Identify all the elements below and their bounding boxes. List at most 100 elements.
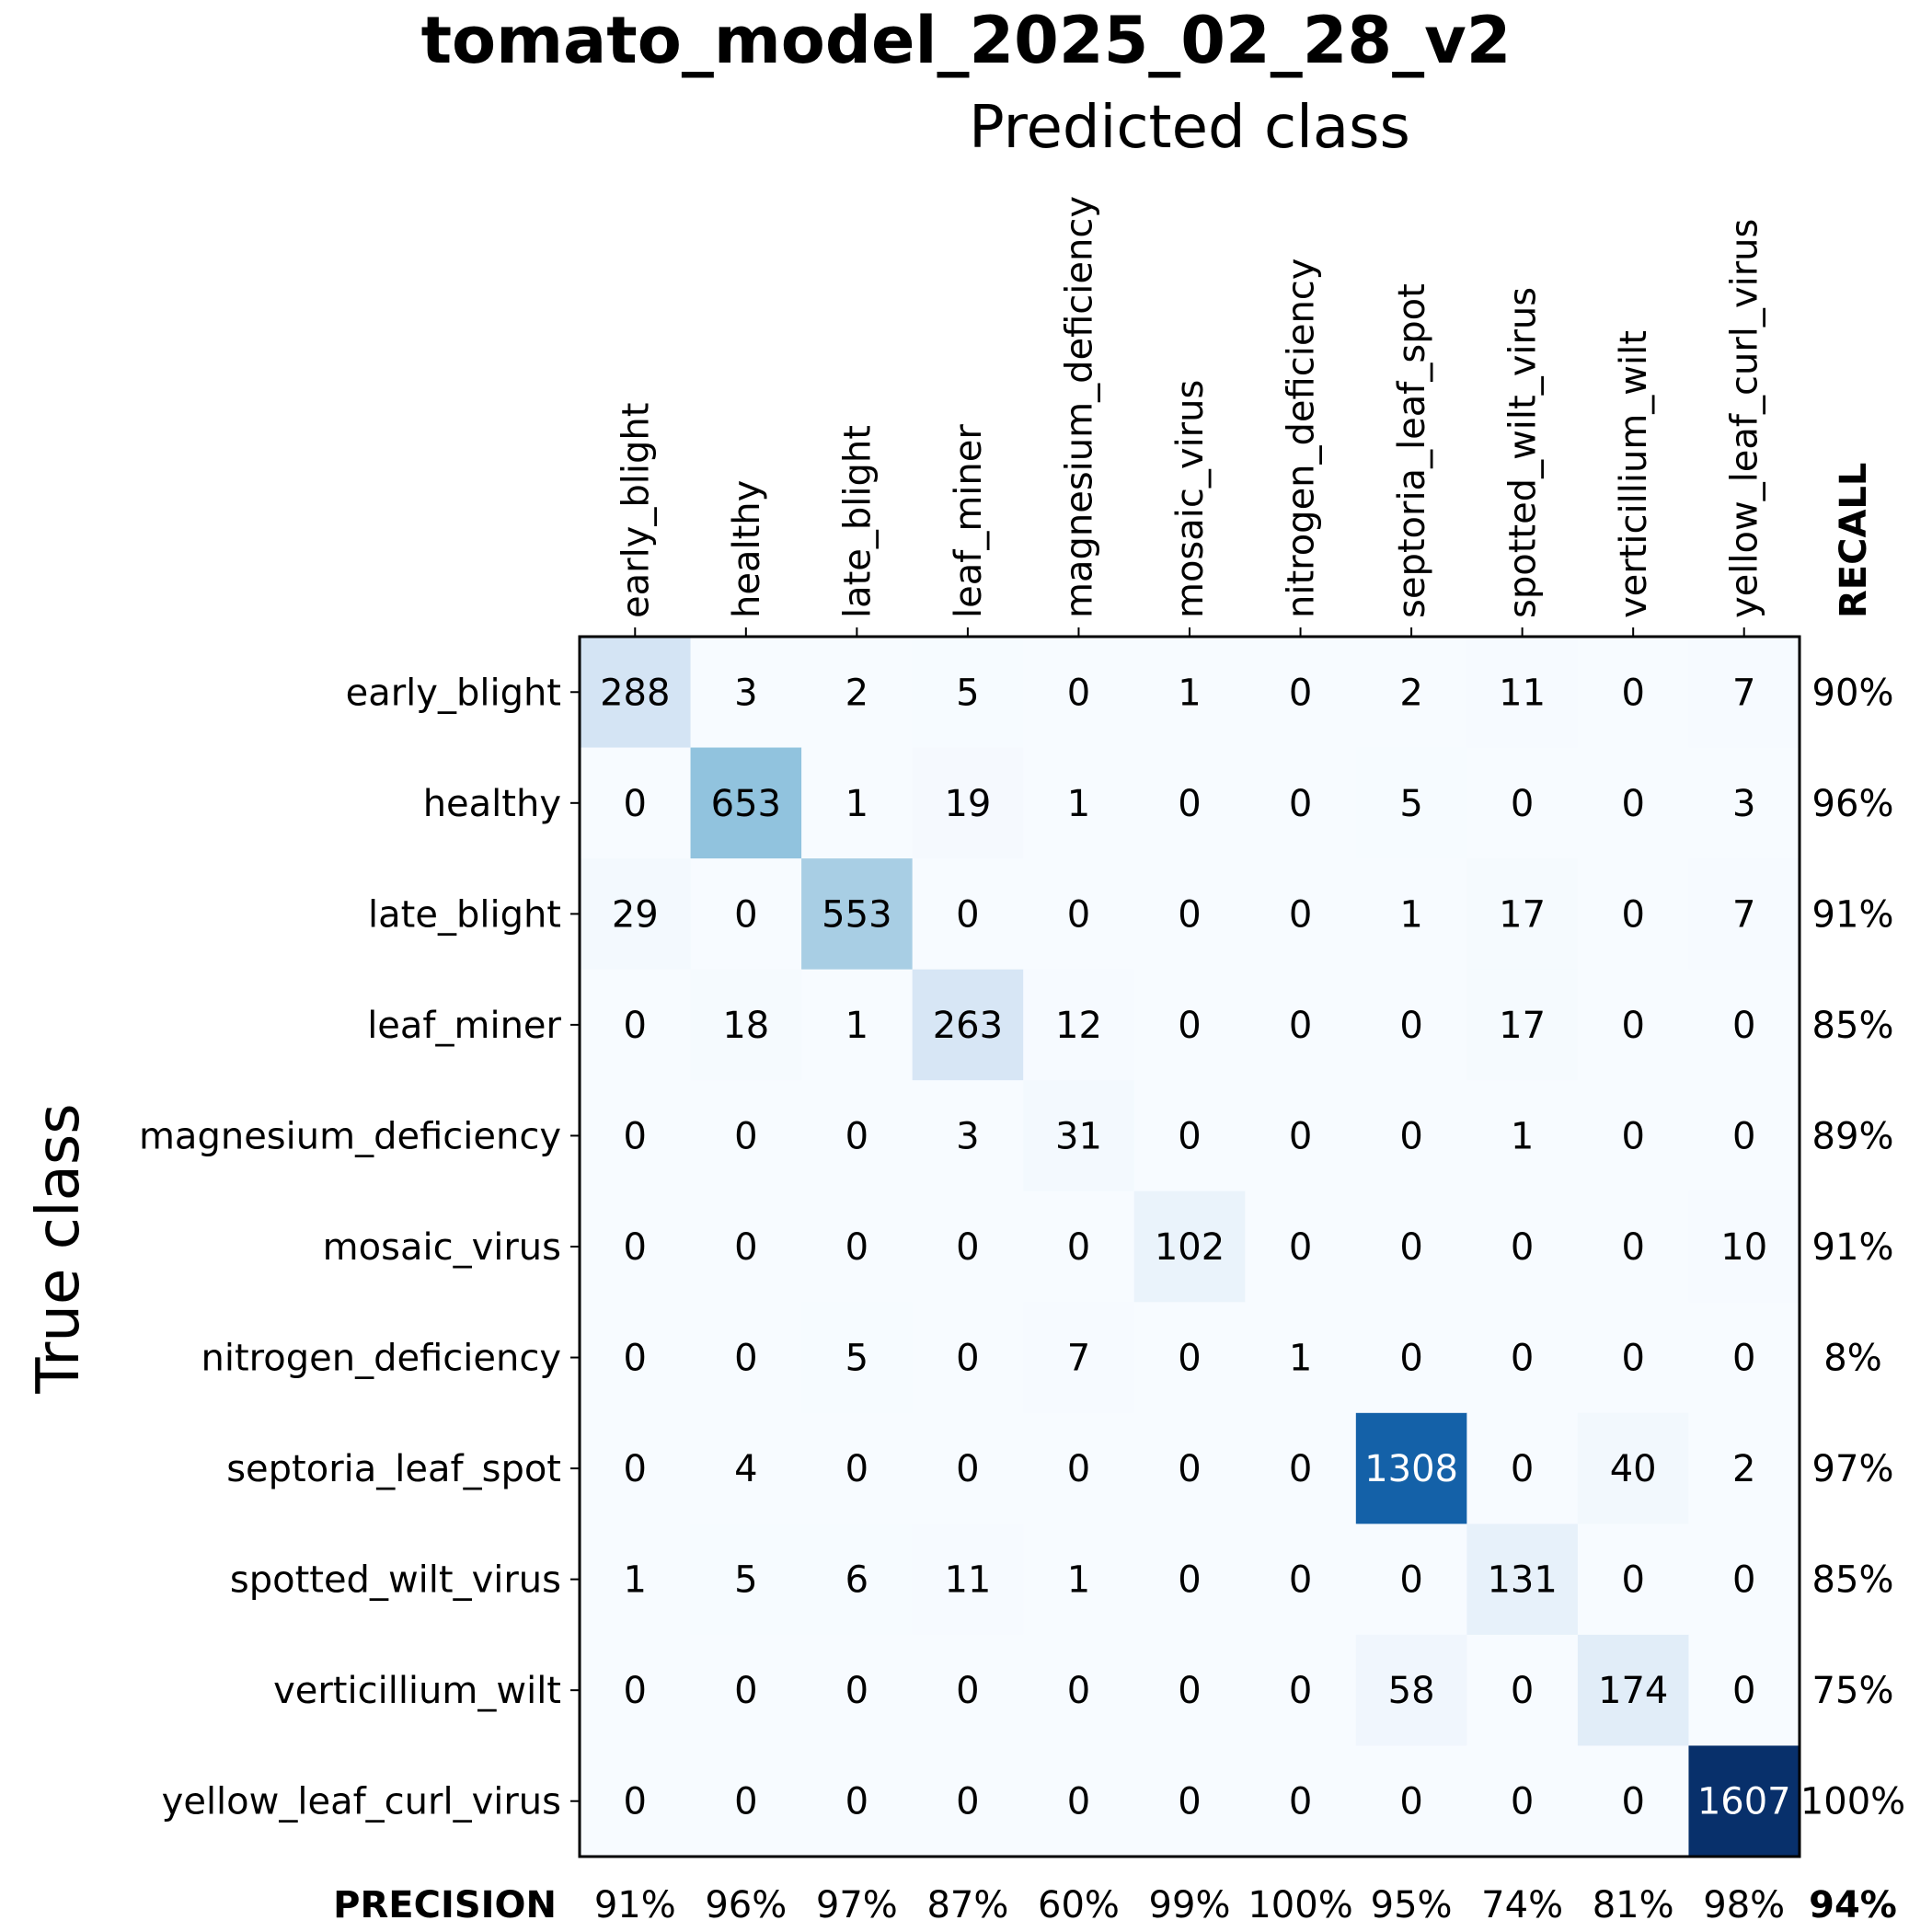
y-tick-label: septoria_leaf_spot bbox=[226, 1448, 561, 1490]
cell-value-label: 0 bbox=[1178, 1448, 1201, 1490]
heatmap-cell bbox=[801, 1634, 914, 1746]
heatmap-cell bbox=[1245, 1524, 1357, 1636]
heatmap-cell bbox=[580, 1080, 692, 1192]
heatmap-cell bbox=[1355, 747, 1467, 859]
cell-value-label: 0 bbox=[1732, 1005, 1755, 1047]
cell-value-label: 0 bbox=[1621, 672, 1644, 714]
cell-value-label: 0 bbox=[1621, 1559, 1644, 1602]
heatmap-cell bbox=[1023, 1524, 1135, 1636]
cell-value-label: 3 bbox=[734, 672, 757, 714]
cell-value-label: 40 bbox=[1610, 1448, 1657, 1490]
heatmap-cell bbox=[1688, 1745, 1800, 1857]
precision-row: 91% 96% 97% 87% 60% 99% 100% 95% 74% 81% 98% PRECIS… bbox=[333, 1884, 1897, 1926]
heatmap-cell bbox=[801, 1302, 914, 1414]
cell-value-label: 0 bbox=[1621, 1338, 1644, 1380]
cell-value-label: 0 bbox=[845, 1115, 868, 1157]
x-tick-label: mosaic_virus bbox=[1169, 380, 1212, 618]
heatmap-cell bbox=[690, 637, 802, 749]
heatmap-cell bbox=[1245, 1302, 1357, 1414]
cell-value-label: 0 bbox=[1178, 783, 1201, 825]
heatmap-cell bbox=[912, 1745, 1024, 1857]
cell-value-label: 0 bbox=[1621, 1115, 1644, 1157]
cell-value-label: 0 bbox=[1067, 1448, 1090, 1490]
cell-value-label: 2 bbox=[845, 672, 868, 714]
heatmap-cell bbox=[1355, 1634, 1467, 1746]
x-tick-label: yellow_leaf_curl_virus bbox=[1724, 219, 1766, 618]
x-tick-label: early_blight bbox=[615, 403, 657, 618]
cell-value-label: 0 bbox=[845, 1781, 868, 1823]
cell-value-label: 0 bbox=[1732, 1670, 1755, 1712]
cell-value-label: 288 bbox=[600, 672, 670, 714]
heatmap-cell bbox=[690, 1412, 802, 1524]
heatmap-cell bbox=[580, 637, 692, 749]
cell-value-label: 19 bbox=[944, 783, 991, 825]
cell-value-label: 0 bbox=[1621, 1005, 1644, 1047]
heatmap-cell bbox=[1245, 1080, 1357, 1192]
cell-value-label: 1 bbox=[845, 783, 868, 825]
precision-value: 98% bbox=[1703, 1884, 1785, 1926]
y-tick-label: verticillium_wilt bbox=[273, 1670, 561, 1712]
cell-value-label: 0 bbox=[1621, 1226, 1644, 1269]
cell-value-label: 0 bbox=[1621, 893, 1644, 936]
cell-value-label: 0 bbox=[1289, 1226, 1312, 1269]
heatmap-cell-values: 288 3 2 5 0 1 0 2 11 0 70 653 1 19 1 0 0 5 0 0 329 0 553 0 0 0 0 1 1… bbox=[600, 672, 1791, 1823]
y-tick-label: healthy bbox=[423, 783, 561, 825]
heatmap-cell bbox=[912, 858, 1024, 971]
x-tick-label: leaf_miner bbox=[948, 424, 990, 618]
cell-value-label: 0 bbox=[845, 1226, 868, 1269]
heatmap-cell bbox=[1023, 1634, 1135, 1746]
heatmap-cell bbox=[1577, 858, 1689, 971]
cell-value-label: 0 bbox=[1399, 1338, 1422, 1380]
cell-value-label: 1 bbox=[845, 1005, 868, 1047]
precision-value: 87% bbox=[926, 1884, 1008, 1926]
heatmap-cell bbox=[1133, 1190, 1246, 1303]
heatmap-cell bbox=[801, 1524, 914, 1636]
y-tick-label: yellow_leaf_curl_virus bbox=[162, 1781, 561, 1823]
cell-value-label: 0 bbox=[845, 1448, 868, 1490]
heatmap-cell bbox=[801, 969, 914, 1081]
heatmap-cell bbox=[1466, 747, 1579, 859]
y-tick-label: nitrogen_deficiency bbox=[201, 1338, 561, 1380]
cell-value-label: 7 bbox=[1732, 893, 1755, 936]
cell-value-label: 1 bbox=[624, 1559, 647, 1602]
precision-value: 96% bbox=[705, 1884, 787, 1926]
cell-value-label: 0 bbox=[1511, 1448, 1534, 1490]
cell-value-label: 263 bbox=[933, 1005, 1003, 1047]
heatmap-cell bbox=[690, 1634, 802, 1746]
recall-value: 91% bbox=[1812, 893, 1894, 936]
x-tick-label: magnesium_deficiency bbox=[1058, 196, 1100, 618]
heatmap-cell bbox=[690, 858, 802, 971]
chart-title: tomato_model_2025_02_28_v2 bbox=[421, 3, 1512, 78]
heatmap-cell bbox=[1355, 637, 1467, 749]
plot-frame bbox=[578, 635, 1801, 1858]
cell-value-label: 58 bbox=[1388, 1670, 1435, 1712]
cell-value-label: 0 bbox=[1511, 1226, 1534, 1269]
cell-value-label: 0 bbox=[1178, 1115, 1201, 1157]
cell-value-label: 6 bbox=[845, 1559, 868, 1602]
heatmap-cell bbox=[1688, 1080, 1800, 1192]
cell-value-label: 174 bbox=[1598, 1670, 1668, 1712]
cell-value-label: 1 bbox=[1067, 1559, 1090, 1602]
heatmap-cell bbox=[912, 637, 1024, 749]
heatmap-cell bbox=[690, 1524, 802, 1636]
cell-value-label: 0 bbox=[1289, 1005, 1312, 1047]
precision-value: 60% bbox=[1038, 1884, 1120, 1926]
heatmap-cell bbox=[1355, 1302, 1467, 1414]
heatmap-cell bbox=[1133, 1302, 1246, 1414]
cell-value-label: 0 bbox=[1067, 893, 1090, 936]
heatmap-cell bbox=[1466, 1080, 1579, 1192]
heatmap-cell bbox=[1688, 969, 1800, 1081]
heatmap-cell bbox=[801, 1412, 914, 1524]
cell-value-label: 0 bbox=[1289, 1115, 1312, 1157]
heatmap-cell bbox=[1577, 1302, 1689, 1414]
cell-value-label: 0 bbox=[1178, 893, 1201, 936]
cell-value-label: 0 bbox=[1289, 672, 1312, 714]
x-axis-ticks: early_blight healthy late_blight leaf_miner… bbox=[615, 196, 1766, 637]
heatmap-cell bbox=[1688, 1302, 1800, 1414]
cell-value-label: 0 bbox=[624, 1338, 647, 1380]
cell-value-label: 0 bbox=[845, 1670, 868, 1712]
cell-value-label: 0 bbox=[1067, 1670, 1090, 1712]
cell-value-label: 0 bbox=[624, 1781, 647, 1823]
y-axis-title: True class bbox=[25, 1103, 93, 1394]
cell-value-label: 5 bbox=[1399, 783, 1422, 825]
